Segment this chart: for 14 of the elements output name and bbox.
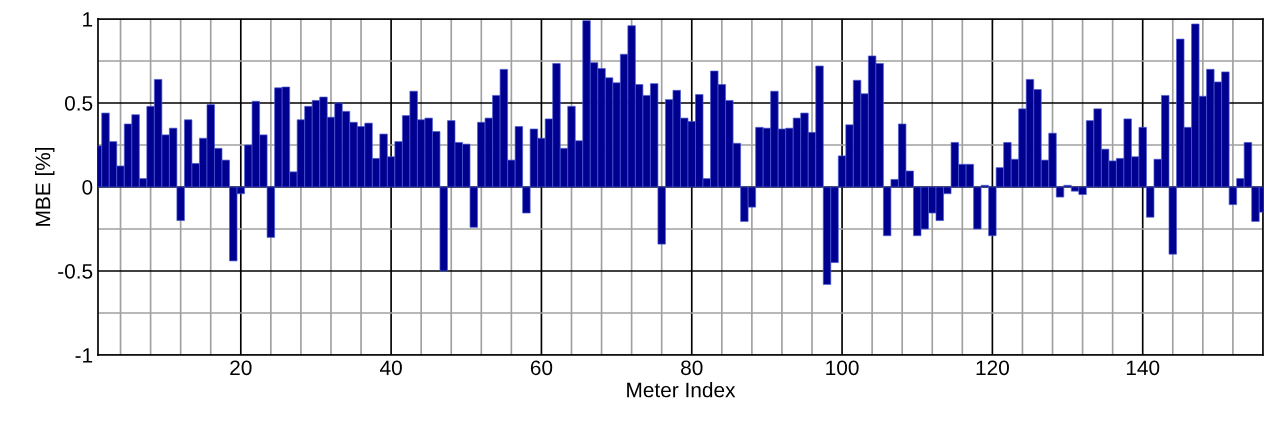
x-tick-label: 60 xyxy=(530,360,553,376)
x-tick-label: 100 xyxy=(826,360,859,376)
y-tick-label: 1 xyxy=(83,12,93,27)
x-tick-label: 120 xyxy=(976,360,1009,376)
x-tick-label: 40 xyxy=(380,360,402,376)
y-tick-label: -0.5 xyxy=(58,264,93,279)
x-tick-label: 140 xyxy=(1126,360,1160,376)
x-axis-title: Meter Index xyxy=(627,382,736,398)
y-axis-title: MBE [%] xyxy=(35,147,55,226)
y-tick-label: 0.5 xyxy=(64,95,93,111)
y-tick-label: 0 xyxy=(82,179,93,195)
y-tick-label: -1 xyxy=(75,348,93,363)
x-tick-label: 20 xyxy=(230,360,252,376)
x-tick-label: 80 xyxy=(681,360,703,376)
